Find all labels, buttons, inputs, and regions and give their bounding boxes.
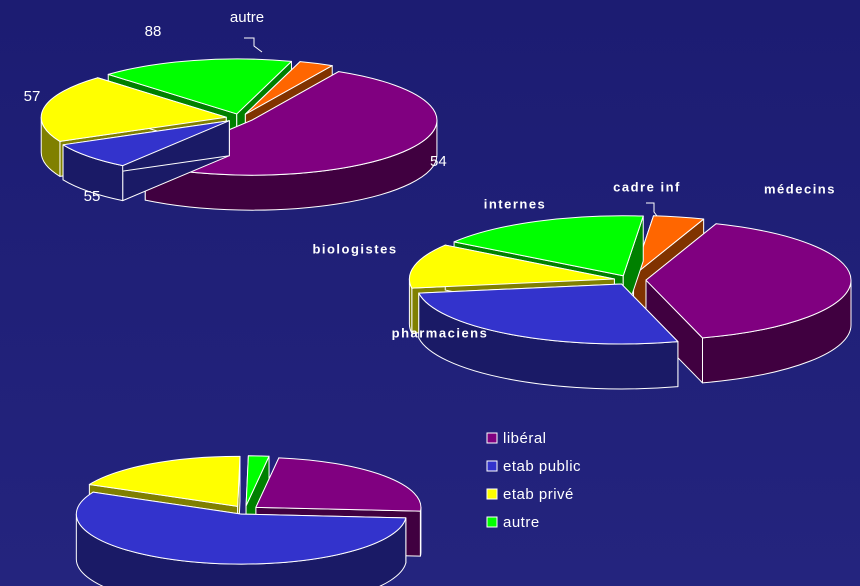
legend-swatch bbox=[486, 460, 498, 472]
slice-top bbox=[107, 58, 292, 115]
legend-label: autre bbox=[503, 514, 540, 531]
slice-top bbox=[255, 457, 422, 512]
leader-line bbox=[244, 37, 263, 53]
slice-label: 55 bbox=[84, 188, 101, 205]
pie-slice bbox=[75, 491, 407, 586]
slice-top bbox=[40, 77, 227, 142]
slice-top bbox=[75, 491, 407, 565]
slice-top bbox=[453, 215, 644, 277]
slice-top bbox=[418, 283, 679, 345]
slice-top bbox=[244, 61, 333, 115]
pie-slice bbox=[62, 120, 230, 202]
legend-label: etab public bbox=[503, 458, 581, 475]
slice-top bbox=[408, 244, 615, 289]
slice-top bbox=[645, 223, 852, 339]
slice-label: médecins bbox=[764, 181, 836, 196]
slice-label: 88 bbox=[145, 23, 162, 40]
slice-top bbox=[633, 215, 705, 276]
legend-swatch bbox=[486, 488, 498, 500]
slice-label: cadre inf bbox=[613, 179, 681, 194]
pie-slice bbox=[418, 283, 679, 390]
slice-label: autre bbox=[230, 9, 264, 26]
slice-label: internes bbox=[484, 196, 547, 211]
slice-label: pharmaciens bbox=[392, 325, 489, 340]
legend-swatch bbox=[486, 432, 498, 444]
pie-slice bbox=[645, 223, 852, 384]
legend-label: etab privé bbox=[503, 486, 574, 503]
slice-label: 57 bbox=[24, 88, 41, 105]
slice-top bbox=[245, 455, 270, 507]
legend-swatch bbox=[486, 516, 498, 528]
legend-label: libéral bbox=[503, 430, 547, 447]
slice-label: biologistes bbox=[312, 241, 397, 256]
slice-label: 54 bbox=[430, 153, 447, 170]
slice-top bbox=[88, 455, 241, 507]
slice-top bbox=[62, 120, 230, 167]
